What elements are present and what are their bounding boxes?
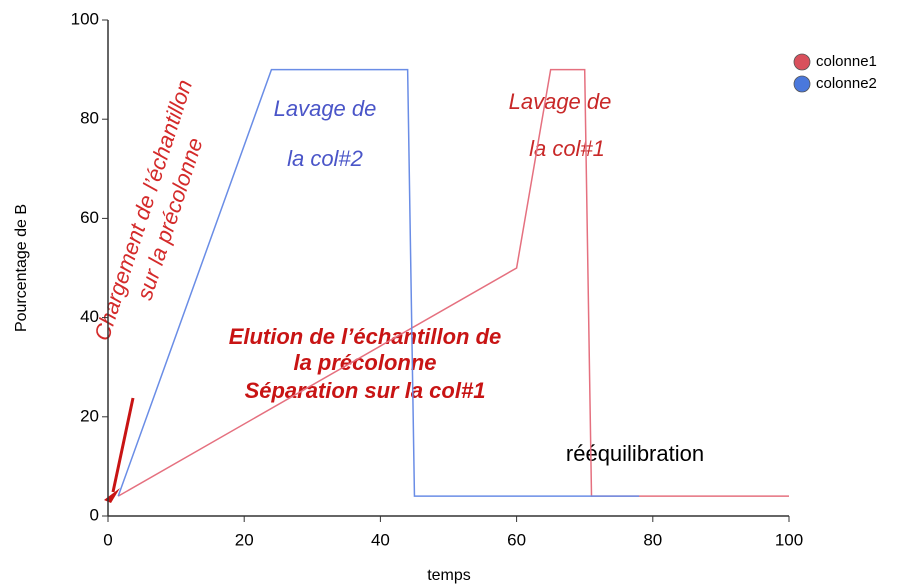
- x-axis-label: temps: [427, 567, 471, 584]
- x-tick-label: 40: [371, 530, 390, 549]
- annotation: la col#1: [529, 136, 605, 161]
- annotation: rééquilibration: [566, 441, 704, 466]
- line-series: [117, 68, 789, 497]
- y-tick-label: 0: [90, 505, 99, 524]
- annotation: Chargement de l’échantillon sur la préco…: [89, 77, 208, 344]
- annotation: Lavage de: [274, 96, 377, 121]
- annotation: la col#2: [287, 146, 363, 171]
- annotation: la précolonne: [293, 350, 436, 375]
- annotation: Elution de l’échantillon de: [229, 324, 502, 349]
- y-tick-label: 40: [80, 307, 99, 326]
- x-tick-label: 60: [507, 530, 526, 549]
- x-tick-label: 100: [775, 530, 803, 549]
- annotation: Séparation sur la col#1: [245, 378, 486, 403]
- legend-label: colonne2: [816, 75, 877, 92]
- y-axis-label: Pourcentage de B: [13, 204, 30, 332]
- arrow: [111, 397, 135, 493]
- legend-label: colonne1: [816, 53, 877, 70]
- x-tick-label: 20: [235, 530, 254, 549]
- legend-marker: [793, 53, 811, 71]
- x-tick-label: 0: [103, 530, 112, 549]
- y-tick-label: 100: [71, 9, 99, 28]
- legend-marker: [793, 75, 811, 93]
- line-series: [117, 68, 640, 497]
- y-tick-label: 80: [80, 109, 99, 128]
- y-tick-label: 20: [80, 406, 99, 425]
- y-tick-label: 60: [80, 208, 99, 227]
- x-tick-label: 80: [643, 530, 662, 549]
- annotation: Lavage de: [509, 89, 612, 114]
